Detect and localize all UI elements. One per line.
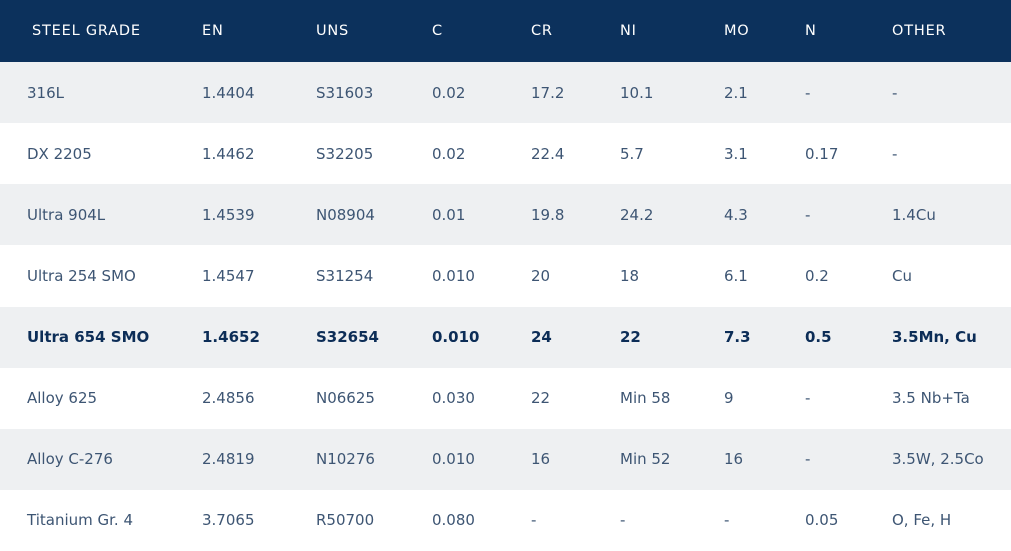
table-cell: 1.4462 <box>202 144 255 163</box>
table-cell: - <box>724 511 730 530</box>
table-cell: 0.17 <box>805 144 839 163</box>
header-cell: OTHER <box>890 0 1011 62</box>
table-cell: 3.5W, 2.5Co <box>890 428 1011 490</box>
table-cell: 19.8 <box>529 184 618 246</box>
table-cell: 0.5 <box>803 306 890 368</box>
table-cell: - <box>803 428 890 490</box>
table-cell: 0.030 <box>432 389 475 408</box>
table-cell: - <box>803 184 890 246</box>
table-cell: 24 <box>529 306 618 368</box>
table-cell: - <box>805 389 811 408</box>
table-cell: - <box>892 144 898 163</box>
table-cell: S31603 <box>314 62 430 124</box>
table-cell: 24.2 <box>618 184 722 246</box>
table-cell: 22.4 <box>531 144 565 163</box>
table-cell: 10.1 <box>618 62 722 124</box>
header-cell: N <box>803 0 890 62</box>
table-cell: N10276 <box>314 428 430 490</box>
table-cell: 1.4Cu <box>890 184 1011 246</box>
table-cell: 4.3 <box>722 184 803 246</box>
header-cell: STEEL GRADE <box>0 0 200 62</box>
table-cell: - <box>890 62 1011 124</box>
table-cell: 0.02 <box>430 62 529 124</box>
table-cell: N08904 <box>314 184 430 246</box>
table-cell: Alloy 625 <box>27 389 98 408</box>
table-cell: 16 <box>722 428 803 490</box>
table-cell: S31254 <box>316 266 374 285</box>
table-cell: 1.4539 <box>200 184 314 246</box>
header-cell: UNS <box>314 0 430 62</box>
table-cell: 20 <box>531 266 551 285</box>
table-cell: 0.02 <box>432 144 466 163</box>
table-cell: 2.1 <box>722 62 803 124</box>
table-cell: O, Fe, H <box>892 511 952 530</box>
table-cell: 18 <box>620 266 640 285</box>
table-cell: 1.4652 <box>200 306 314 368</box>
table-cell: Cu <box>892 266 912 285</box>
table-cell: 3.5Mn, Cu <box>890 306 1011 368</box>
table-cell: Ultra 904L <box>0 184 200 246</box>
table-cell: DX 2205 <box>27 144 92 163</box>
table-cell: 3.5 Nb+Ta <box>892 389 970 408</box>
table-cell: 6.1 <box>724 266 748 285</box>
table-cell: 1.4547 <box>202 266 255 285</box>
header-cell: EN <box>200 0 314 62</box>
table-cell: Alloy C-276 <box>0 428 200 490</box>
header-cell: C <box>430 0 529 62</box>
table-cell: 0.010 <box>430 428 529 490</box>
table-cell: Min 58 <box>620 389 671 408</box>
table-cell: - <box>803 62 890 124</box>
table-cell: 0.010 <box>430 306 529 368</box>
table-cell: 7.3 <box>722 306 803 368</box>
table-cell: Ultra 254 SMO <box>27 266 136 285</box>
table-cell: 22 <box>531 389 551 408</box>
table-cell: 9 <box>724 389 734 408</box>
header-cell: NI <box>618 0 722 62</box>
table-cell: 2.4856 <box>202 389 255 408</box>
table-cell: Ultra 654 SMO <box>0 306 200 368</box>
table-cell: 17.2 <box>529 62 618 124</box>
table-cell: 316L <box>0 62 200 124</box>
table-cell: 0.010 <box>432 266 475 285</box>
table-cell: 0.01 <box>430 184 529 246</box>
table-cell: - <box>531 511 537 530</box>
table-cell: 0.080 <box>432 511 475 530</box>
table-cell: 16 <box>529 428 618 490</box>
table-cell: 3.7065 <box>202 511 255 530</box>
table-cell: - <box>620 511 626 530</box>
table-cell: N06625 <box>316 389 375 408</box>
table-cell: 0.05 <box>805 511 839 530</box>
table-cell: S32205 <box>316 144 374 163</box>
header-cell: CR <box>529 0 618 62</box>
table-cell: 1.4404 <box>200 62 314 124</box>
table-cell: 3.1 <box>724 144 748 163</box>
table-cell: Titanium Gr. 4 <box>27 511 133 530</box>
table-cell: 22 <box>618 306 722 368</box>
table-cell: Min 52 <box>618 428 722 490</box>
header-cell: MO <box>722 0 803 62</box>
table-cell: 2.4819 <box>200 428 314 490</box>
table-cell: 0.2 <box>805 266 829 285</box>
table-cell: 5.7 <box>620 144 644 163</box>
table-cell: R50700 <box>316 511 375 530</box>
table-cell: S32654 <box>314 306 430 368</box>
